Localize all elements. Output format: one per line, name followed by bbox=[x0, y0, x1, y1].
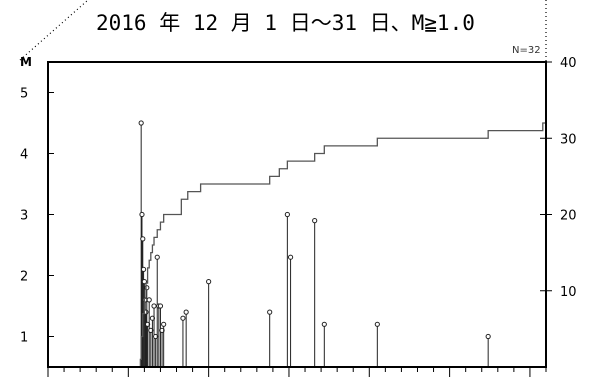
magnitude-point bbox=[284, 211, 290, 218]
magnitude-point bbox=[140, 266, 147, 272]
magnitude-point bbox=[144, 285, 150, 291]
magnitude-point bbox=[287, 254, 294, 260]
left-tick-label: 4 bbox=[20, 148, 28, 163]
magnitude-point bbox=[267, 309, 273, 315]
x-axis-ticks bbox=[47, 367, 547, 377]
left-tick-label: 2 bbox=[20, 270, 28, 285]
plot-frame bbox=[47, 61, 547, 368]
magnitude-point bbox=[157, 303, 164, 309]
magnitude-point bbox=[183, 309, 189, 315]
dotted-guide-left bbox=[19, 0, 89, 61]
magnitude-point bbox=[321, 321, 327, 327]
left-tick-label: 1 bbox=[20, 331, 28, 346]
right-tick-label: 20 bbox=[560, 209, 577, 224]
magnitude-point bbox=[151, 303, 157, 309]
magnitude-point bbox=[146, 297, 152, 303]
left-tick-label: 5 bbox=[20, 87, 28, 102]
magnitude-point bbox=[140, 236, 146, 242]
magnitude-point bbox=[139, 211, 145, 218]
event-count-label: N=32 bbox=[512, 45, 541, 56]
right-tick-label: 40 bbox=[560, 56, 577, 71]
magnitude-point bbox=[161, 321, 167, 327]
left-tick-label: 3 bbox=[20, 209, 28, 224]
magnitude-stems bbox=[138, 120, 491, 367]
magnitude-point bbox=[180, 315, 186, 321]
y-axis-label: M bbox=[20, 55, 32, 69]
chart-title: 2016 年 12 月 1 日～31 日、M≧1.0 bbox=[96, 11, 475, 35]
cumulative-count-line bbox=[48, 122, 546, 368]
magnitude-point bbox=[206, 279, 212, 285]
magnitude-point bbox=[154, 254, 160, 260]
right-tick-label: 10 bbox=[560, 285, 577, 300]
right-tick-label: 30 bbox=[560, 132, 577, 147]
magnitude-point bbox=[138, 120, 144, 126]
magnitude-point bbox=[374, 321, 380, 327]
magnitude-point bbox=[312, 218, 318, 224]
magnitude-point bbox=[485, 333, 491, 340]
